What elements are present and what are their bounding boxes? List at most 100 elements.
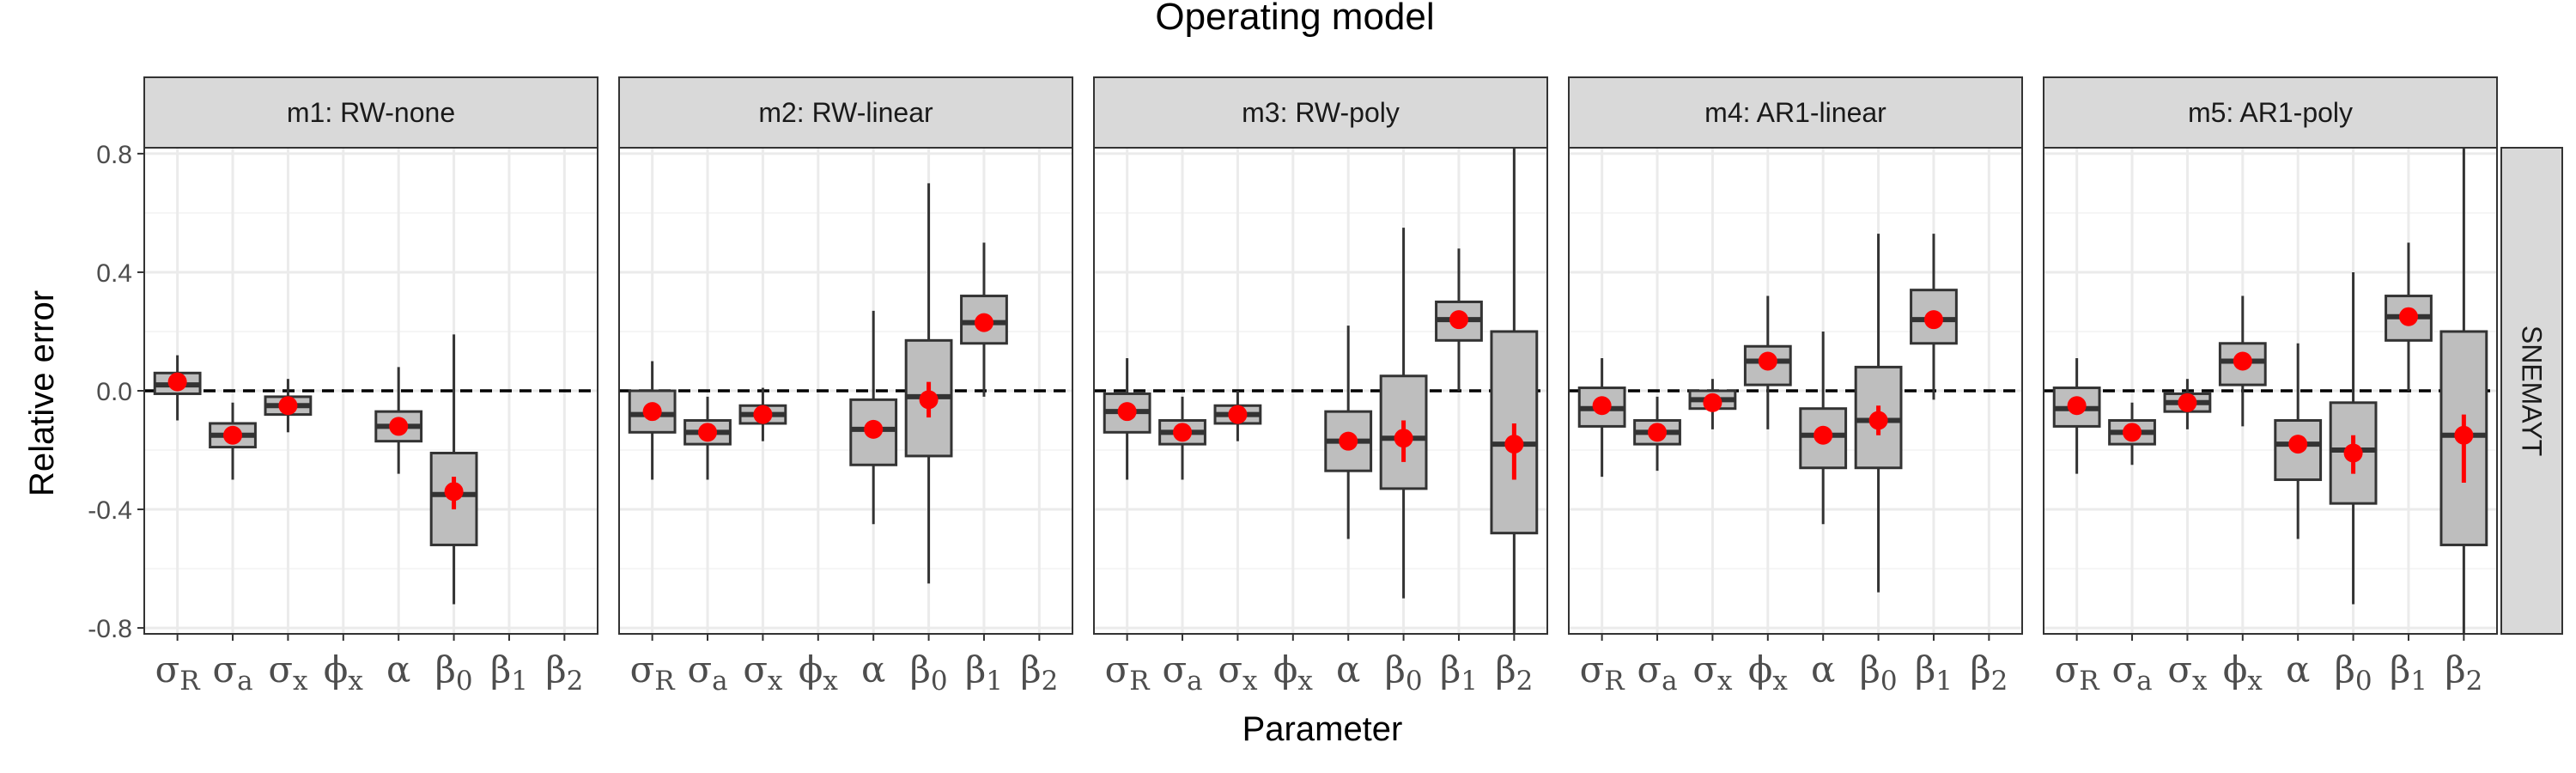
x-tick-label: α [861,648,885,691]
y-tick-label: -0.4 [88,496,132,525]
box-element [2329,271,2378,605]
mean-point [2288,435,2308,454]
facet-strip [618,76,1073,149]
x-tick-label: α [1811,648,1835,691]
mean-point [1592,396,1612,416]
box-element [1910,234,1958,400]
row-strip-label: SNEMAYT [2517,326,2548,456]
y-axis-title: Relative error [23,290,61,496]
x-tick-label: β0 [2335,648,2372,697]
box-element [2385,242,2433,391]
box-element [1490,148,1539,634]
mean-point [1758,351,1777,371]
mean-point [223,425,243,445]
x-tick-label: α [2286,648,2310,691]
box-element [1743,295,1792,429]
x-tick-label: σx [1692,648,1733,697]
box-element [153,355,202,421]
x-tick-label: β1 [490,648,528,697]
box-iqr [1910,289,1958,345]
x-tick-label: σa [2111,648,2152,697]
box-element [2439,148,2488,634]
y-tick-label: 0.0 [96,378,132,406]
box-iqr [1490,330,1539,535]
facet-strip [143,76,598,149]
box-element [960,242,1008,397]
facet-strip-label: m2: RW-linear [758,97,933,128]
mean-point [1394,429,1413,448]
x-tick-label: σx [2167,648,2208,697]
box-element [264,379,313,433]
facet-strip [1568,76,2023,149]
mean-point [974,313,993,332]
mean-point [2398,307,2418,326]
mean-point [2454,425,2474,445]
box-element [2274,343,2323,539]
x-tick-label: σR [1580,648,1626,697]
panel-border [1093,147,1548,635]
x-tick-label: β1 [1915,648,1953,697]
facet-strip-label: m3: RW-poly [1242,97,1400,128]
box-element [1158,396,1206,480]
mean-point [1703,393,1722,412]
mean-point [167,372,187,392]
box-element [1633,396,1681,472]
mean-point [2067,396,2087,416]
x-tick-label: β0 [910,648,948,697]
box-element [374,367,423,474]
mean-point [1228,405,1248,424]
mean-point [1504,435,1524,454]
box-element [904,183,953,584]
mean-point [864,419,884,439]
y-tick-label: 0.4 [96,259,132,288]
box-element [2052,358,2101,474]
box-element [738,387,787,441]
mean-point [642,402,662,422]
x-tick-label: β1 [965,648,1003,697]
facet-panel: m4: AR1-linear σR σa σx ϕx α β0 β1 β2 [1568,76,2023,697]
facet-strip-label: m4: AR1-linear [1704,97,1886,128]
x-tick-label: σR [630,648,677,697]
panel-border [2043,147,2498,635]
box-element [429,334,478,605]
box-element [1324,326,1373,539]
box-element [849,310,898,525]
mean-point [1814,425,1833,445]
y-axis: -0.8 -0.4 0.0 0.4 0.8 [88,141,144,643]
x-tick-label: σR [2055,648,2101,697]
panel-border [618,147,1073,635]
x-tick-label: β2 [1495,648,1533,697]
x-tick-label: β2 [2445,648,2482,697]
box-element [1379,228,1428,599]
facet-panel: m2: RW-linear σR σa σx ϕx α β0 β1 β2 [618,76,1073,697]
x-tick-label: β0 [435,648,473,697]
x-tick-label: α [1336,648,1360,691]
mean-point [2123,423,2142,442]
box-iqr [849,398,898,466]
facet-panel: m1: RW-none σR σa σx ϕx α β0 β1 β2 [143,76,598,697]
x-axis-title: Parameter [1242,710,1403,748]
mean-point [278,396,298,416]
x-tick-label: ϕx [799,648,839,697]
x-tick-label: σR [155,648,202,697]
mean-point [2343,443,2363,463]
row-strip: SNEMAYT [2500,147,2563,635]
facet-strip-label: m1: RW-none [287,97,455,128]
box-element [2108,402,2156,466]
x-tick-label: σa [1162,648,1202,697]
row-strip-box [2500,147,2563,635]
mean-point [919,390,939,410]
y-tick-label: -0.8 [88,615,132,643]
x-tick-label: β1 [2390,648,2427,697]
box-element [1577,358,1626,478]
chart-title: Operating model [1155,0,1434,38]
panel-border [1568,147,2023,635]
box-element [1854,234,1903,593]
mean-point [753,405,773,424]
box-element [1799,331,1848,525]
box-element [209,402,257,480]
box-element [2163,379,2212,429]
mean-point [1173,423,1193,442]
